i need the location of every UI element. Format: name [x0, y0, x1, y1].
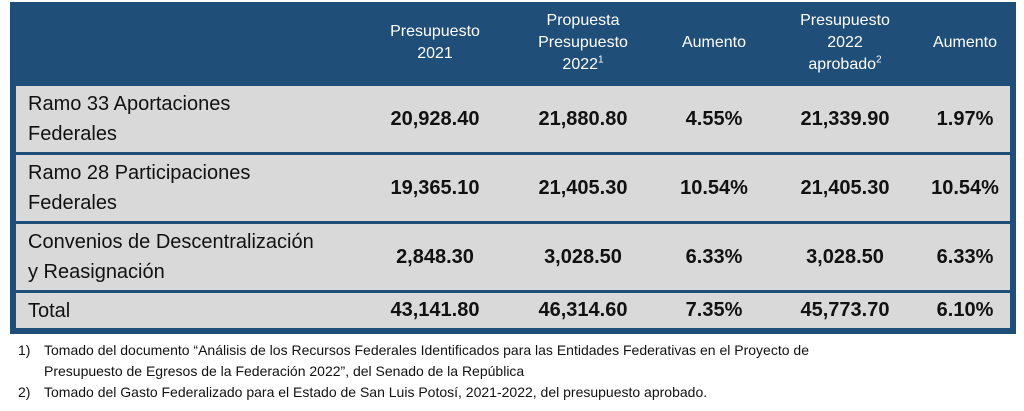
header-line: 2022 [827, 34, 863, 51]
cell-aprobado-2022: 21,405.30 [800, 176, 890, 199]
cell-aumento-1: 6.33% [685, 245, 743, 268]
cell-aprobado-2022: 21,339.90 [800, 107, 890, 130]
footnote-number: 1) [18, 342, 31, 358]
footnotes: 1) Tomado del documento “Análisis de los… [18, 340, 1018, 403]
row-label: Total [28, 299, 71, 322]
header-aumento-2: Aumento [920, 2, 1010, 84]
footnote-ref: 2 [876, 54, 882, 66]
cell-aumento-2: 1.97% [936, 107, 994, 130]
footnote-text: Presupuesto de Egresos de la Federación … [44, 363, 525, 379]
cell-presupuesto-2021: 43,141.80 [390, 299, 480, 321]
header-presupuesto-2022-aprobado: Presupuesto 2022 aprobado2 [770, 2, 920, 84]
table-header: Presupuesto 2021 Propuesta Presupuesto 2… [10, 2, 1016, 84]
header-line: Aumento [932, 34, 998, 51]
header-presupuesto-2021: Presupuesto 2021 [362, 2, 508, 84]
footnote-text: Tomado del documento “Análisis de los Re… [44, 342, 809, 358]
cell-aumento-2: 6.10% [936, 299, 994, 321]
footnote-2: 2) Tomado del Gasto Federalizado para el… [18, 382, 1018, 403]
header-line: Presupuesto [800, 12, 890, 29]
row-label: Ramo 28 Participaciones Federales [28, 155, 368, 221]
cell-presupuesto-2021: 2,848.30 [396, 245, 474, 268]
cell-aumento-1: 4.55% [685, 107, 743, 130]
cell-propuesta-2022: 21,405.30 [538, 176, 628, 199]
cell-presupuesto-2021: 20,928.40 [390, 107, 480, 130]
cell-propuesta-2022: 21,880.80 [538, 107, 628, 130]
label-line: Ramo 33 Aportaciones [28, 93, 231, 115]
header-line: Aumento [681, 34, 747, 51]
footnote-1: 1) Tomado del documento “Análisis de los… [18, 340, 1018, 382]
header-line: 2021 [417, 45, 453, 62]
header-line: 20221 [562, 54, 603, 76]
cell-aprobado-2022: 45,773.70 [800, 299, 890, 321]
cell-presupuesto-2021: 19,365.10 [390, 176, 480, 199]
label-line: Federales [28, 192, 117, 214]
cell-aprobado-2022: 3,028.50 [806, 245, 884, 268]
cell-aumento-2: 10.54% [931, 176, 999, 199]
table-row: Convenios de Descentralización y Reasigna… [16, 224, 1010, 290]
cell-aumento-1: 7.35% [685, 299, 743, 321]
header-propuesta-2022: Propuesta Presupuesto 20221 [508, 2, 658, 84]
header-aumento-1: Aumento [658, 2, 770, 84]
header-line: aprobado2 [808, 54, 881, 76]
label-line: Federales [28, 123, 117, 145]
footnote-ref: 1 [598, 54, 604, 66]
cell-aumento-2: 6.33% [936, 245, 994, 268]
row-label: Convenios de Descentralización y Reasigna… [28, 224, 368, 290]
header-line: Presupuesto [538, 34, 628, 51]
header-year: 2022 [562, 56, 599, 73]
table-row: Ramo 28 Participaciones Federales 19,365.… [16, 155, 1010, 221]
label-line: Ramo 28 Participaciones [28, 162, 251, 184]
footnote-number: 2) [18, 384, 31, 400]
header-line: Presupuesto [390, 23, 480, 40]
budget-table: Presupuesto 2021 Propuesta Presupuesto 2… [10, 2, 1016, 334]
table-row: Ramo 33 Aportaciones Federales 20,928.40 … [16, 86, 1010, 152]
header-aprobado: aprobado [808, 56, 877, 73]
header-line: Propuesta [546, 12, 620, 29]
label-line: y Reasignación [28, 261, 165, 283]
total-row: Total 43,141.80 46,314.60 7.35% 45,773.7… [16, 293, 1010, 328]
row-label: Ramo 33 Aportaciones Federales [28, 86, 368, 152]
cell-aumento-1: 10.54% [680, 176, 748, 199]
footnote-text: Tomado del Gasto Federalizado para el Es… [44, 384, 708, 400]
cell-propuesta-2022: 46,314.60 [538, 299, 628, 321]
label-line: Convenios de Descentralización [28, 231, 314, 253]
cell-propuesta-2022: 3,028.50 [544, 245, 622, 268]
